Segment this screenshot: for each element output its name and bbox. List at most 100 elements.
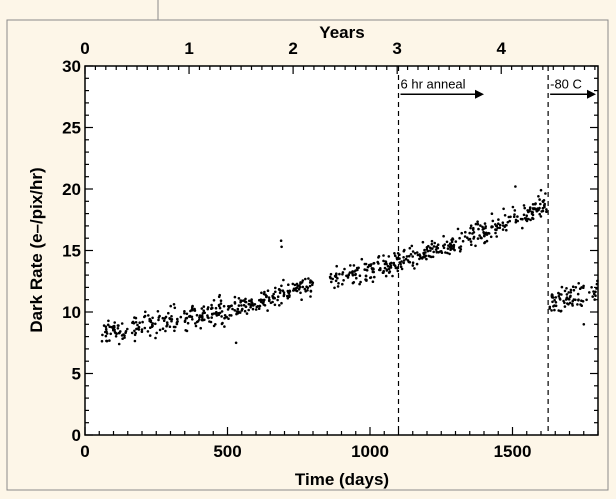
data-point <box>383 266 387 270</box>
data-point <box>450 247 454 250</box>
data-point <box>280 301 283 305</box>
data-point <box>550 309 553 312</box>
data-point <box>158 328 162 332</box>
data-point <box>220 310 224 313</box>
data-point <box>521 226 524 230</box>
data-point <box>516 219 519 223</box>
data-point <box>551 296 555 299</box>
data-point <box>265 295 268 299</box>
data-point <box>541 209 545 213</box>
data-point <box>413 252 417 255</box>
data-point <box>497 222 500 225</box>
data-point <box>329 272 333 276</box>
data-point <box>454 240 458 243</box>
data-point <box>434 248 438 251</box>
data-point <box>331 277 335 281</box>
data-point <box>467 238 471 241</box>
data-point <box>463 235 467 238</box>
x-axis-title: Time (days) <box>295 470 389 489</box>
data-point <box>566 302 569 305</box>
data-point <box>196 320 200 323</box>
data-point <box>383 262 387 266</box>
data-point <box>241 307 244 311</box>
data-point <box>483 234 486 238</box>
data-point <box>571 299 574 303</box>
data-point <box>563 305 567 308</box>
data-point <box>217 303 221 307</box>
data-point <box>529 218 532 222</box>
data-point <box>200 307 204 310</box>
data-point <box>521 217 524 221</box>
data-point <box>558 298 562 301</box>
x-tick-label: 0 <box>80 442 89 461</box>
data-point <box>201 316 204 320</box>
data-point <box>530 212 534 216</box>
data-point <box>207 316 210 320</box>
data-point <box>565 293 569 296</box>
data-point <box>503 214 507 217</box>
data-point <box>212 299 216 302</box>
annotation-label: -80 C <box>550 76 582 91</box>
data-point <box>357 266 360 270</box>
data-point <box>238 311 242 314</box>
data-point <box>121 337 124 341</box>
data-point <box>472 231 476 234</box>
data-point <box>170 319 173 323</box>
data-point <box>439 250 442 253</box>
data-point <box>104 334 108 338</box>
data-point <box>476 237 480 240</box>
data-point <box>309 295 312 298</box>
data-point <box>577 299 580 302</box>
data-point <box>260 291 263 295</box>
data-point <box>468 231 472 235</box>
data-point <box>149 319 153 322</box>
data-point <box>528 208 532 211</box>
data-point <box>557 309 560 312</box>
data-point <box>402 259 406 262</box>
data-point <box>271 300 274 304</box>
data-point <box>113 321 116 324</box>
data-point <box>258 304 262 308</box>
data-point <box>176 320 179 323</box>
data-point <box>200 318 204 322</box>
data-point <box>554 301 558 304</box>
data-point <box>102 324 106 327</box>
data-point <box>494 223 497 226</box>
data-point <box>505 228 508 232</box>
data-point <box>112 324 116 328</box>
data-point <box>170 315 173 318</box>
data-point <box>525 214 528 217</box>
data-point <box>396 269 400 273</box>
data-point <box>154 322 157 326</box>
data-point <box>576 292 580 296</box>
data-point <box>405 255 409 258</box>
data-point <box>185 316 189 320</box>
data-point <box>568 301 572 305</box>
data-point <box>130 331 134 335</box>
data-point <box>485 233 489 236</box>
data-point <box>214 323 217 326</box>
data-point <box>400 267 404 271</box>
data-point <box>508 219 512 223</box>
data-point <box>337 282 340 285</box>
data-point <box>565 287 568 290</box>
data-point <box>116 327 120 330</box>
data-point <box>137 328 141 331</box>
data-point <box>522 213 526 217</box>
data-point <box>387 255 391 258</box>
data-point <box>471 228 475 232</box>
data-point <box>424 254 428 258</box>
data-point <box>469 240 473 243</box>
data-point <box>288 289 292 293</box>
data-point <box>303 287 307 291</box>
data-point <box>117 342 121 346</box>
data-point <box>377 262 380 265</box>
data-points <box>100 185 599 346</box>
data-point <box>143 326 147 330</box>
data-point <box>513 209 517 212</box>
data-point <box>577 282 580 285</box>
data-point <box>108 339 111 342</box>
data-point <box>101 333 104 337</box>
data-point <box>193 309 197 312</box>
data-point <box>594 294 597 298</box>
